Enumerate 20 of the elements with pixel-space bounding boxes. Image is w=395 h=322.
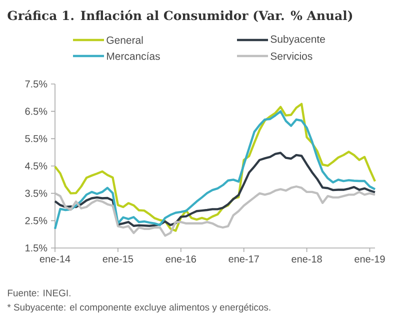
y-tick-label: 7.5% — [25, 80, 48, 88]
x-tick-label: ene-18 — [292, 256, 322, 263]
legend-label: Servicios — [270, 52, 312, 60]
x-tick-label: ene-14 — [40, 256, 70, 262]
text: * Subyacente: el componente excluye alimentos y energéticos. — [7, 304, 270, 312]
x-tick-label: ene-16 — [166, 256, 196, 263]
y-tick-label: 5.5% — [25, 135, 48, 142]
x-tick-label: ene-15 — [102, 256, 134, 262]
legend-label: Mercancías — [107, 52, 160, 60]
y-tick-label: 6.5% — [25, 108, 48, 115]
legend-label: General — [106, 36, 143, 44]
x-tick-label: ene-17 — [228, 256, 259, 262]
y-tick-label: 3.5% — [25, 190, 48, 197]
source-note: Fuente: INEGI. — [8, 290, 70, 296]
legend-label: Subyacente — [270, 35, 325, 45]
y-tick-label: 2.5% — [25, 217, 48, 224]
chart-title: Gráfica 1. Inflación al Consumidor (Var. % Anual) — [8, 10, 352, 22]
x-tick-label: ene-19 — [354, 256, 385, 263]
y-tick-label: 4.5% — [25, 162, 48, 170]
y-tick-label: 1.5% — [26, 244, 48, 252]
